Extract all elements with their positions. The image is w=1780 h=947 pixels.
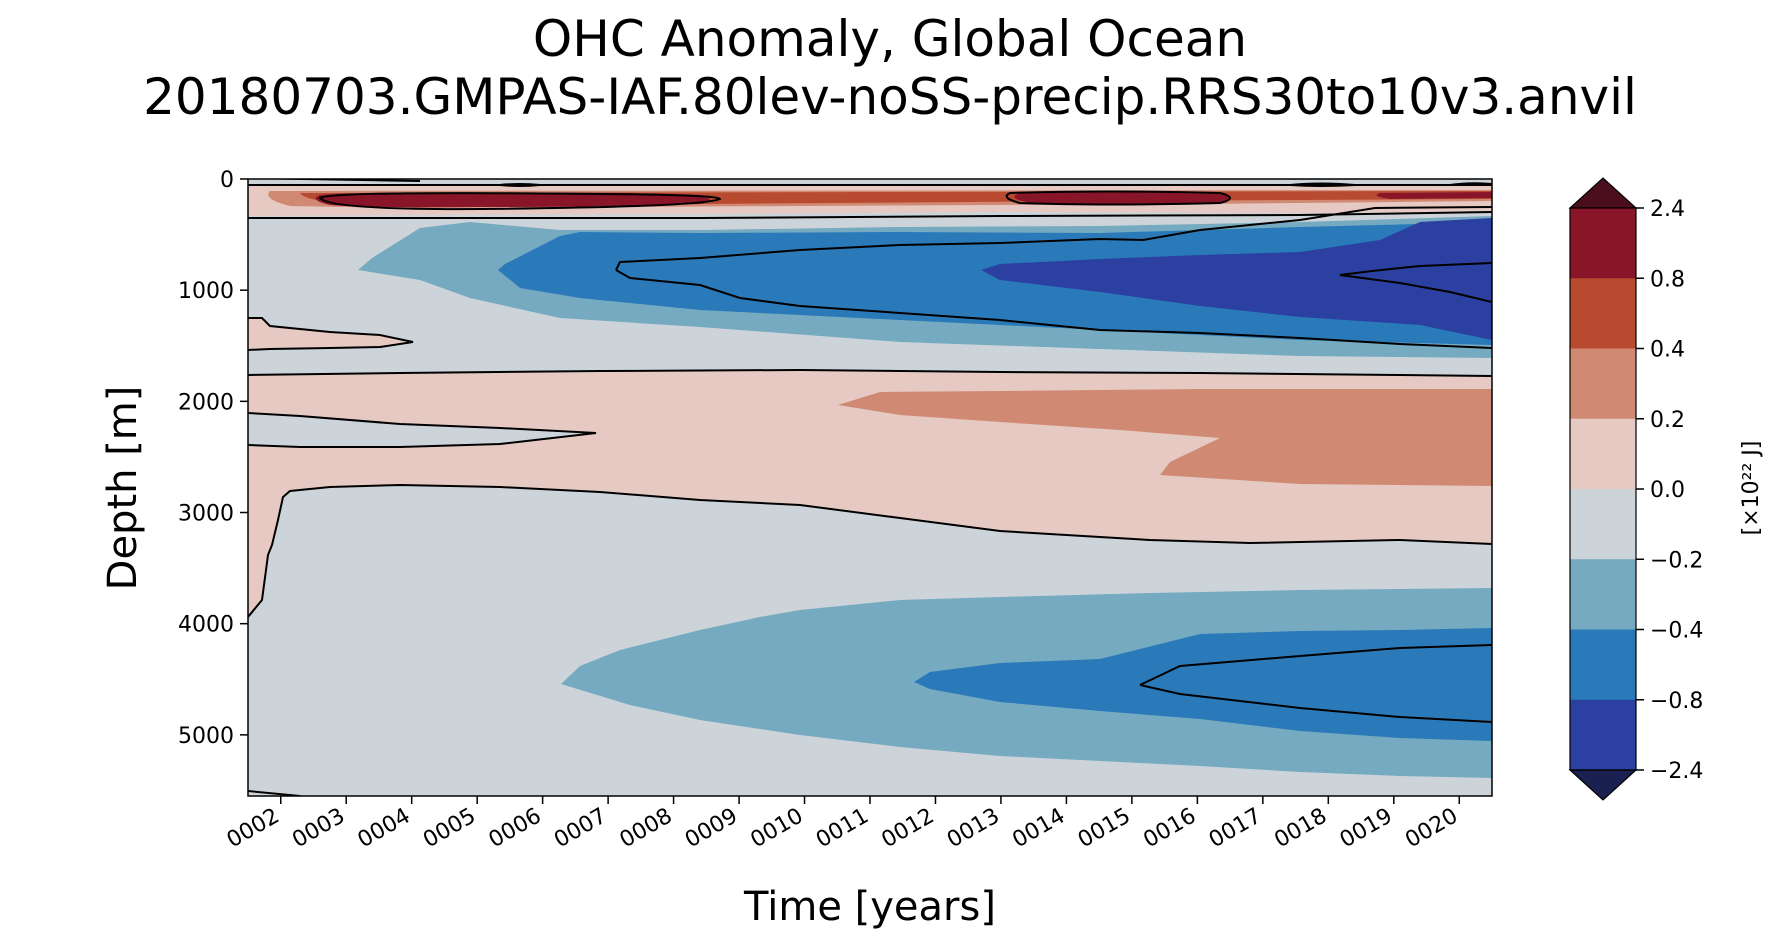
chart-title: OHC Anomaly, Global Ocean bbox=[532, 10, 1248, 68]
colorbar-tick-label: −0.8 bbox=[1650, 689, 1703, 714]
colorbar-segment bbox=[1570, 629, 1636, 701]
x-tick-label: 0017 bbox=[1205, 804, 1266, 854]
x-tick-label: 0020 bbox=[1401, 804, 1462, 854]
colorbar-segment bbox=[1570, 208, 1636, 279]
colorbar-tick-label: 0.4 bbox=[1650, 338, 1685, 363]
x-tick-label: 0006 bbox=[485, 804, 546, 854]
x-tick-label: 0008 bbox=[616, 804, 677, 854]
colorbar-extend-max bbox=[1568, 177, 1638, 209]
x-tick-label: 0003 bbox=[288, 804, 349, 854]
colorbar-label: [×10²² J] bbox=[1739, 441, 1764, 536]
y-tick-label: 4000 bbox=[178, 613, 234, 638]
colorbar-extend-min bbox=[1568, 769, 1638, 801]
y-tick-label: 3000 bbox=[178, 502, 234, 527]
colorbar-segment bbox=[1570, 278, 1636, 349]
region-neg0p8-neg0p4-upper bbox=[498, 222, 1492, 345]
region-neg2p4-neg0p8-upper bbox=[981, 218, 1492, 340]
region-0p0-0p2-tongue bbox=[248, 318, 413, 350]
y-tick-label: 5000 bbox=[178, 724, 234, 749]
x-axis-label: Time [years] bbox=[743, 884, 996, 930]
y-axis-label: Depth [m] bbox=[100, 386, 146, 591]
region-0p8-2p4-surface-c bbox=[1376, 192, 1492, 199]
x-tick-label: 0011 bbox=[812, 804, 873, 854]
x-tick-label: 0012 bbox=[877, 804, 938, 854]
y-tick-label: 1000 bbox=[178, 279, 234, 304]
x-tick-label: 0005 bbox=[419, 804, 480, 854]
x-tick-label: 0002 bbox=[223, 804, 284, 854]
colorbar-segment bbox=[1570, 699, 1636, 771]
x-tick-label: 0019 bbox=[1336, 804, 1397, 854]
colorbar-tick-label: −0.4 bbox=[1650, 619, 1703, 644]
colorbar-tick-label: −2.4 bbox=[1650, 759, 1703, 784]
colorbar-segment bbox=[1570, 559, 1636, 630]
x-tick-label: 0016 bbox=[1139, 804, 1200, 854]
x-axis-ticks: 0002 0003 0004 0005 0006 0007 0008 0009 0010 0011… bbox=[223, 796, 1462, 854]
region-0p8-2p4-surface bbox=[315, 192, 710, 208]
colorbar: 2.4 0.8 0.4 0.2 0.0 −0.2 −0.4 −0.8 −2.4 bbox=[1568, 177, 1703, 801]
y-tick-label: 0 bbox=[220, 168, 234, 193]
x-tick-label: 0018 bbox=[1270, 804, 1331, 854]
colorbar-tick-label: 0.2 bbox=[1650, 408, 1685, 433]
x-tick-label: 0007 bbox=[550, 804, 611, 854]
plot-area bbox=[248, 179, 1492, 796]
chart-subtitle: 20180703.GMPAS-IAF.80lev-noSS-precip.RRS… bbox=[143, 68, 1637, 126]
colorbar-segment bbox=[1570, 348, 1636, 420]
colorbar-tick-label: 0.8 bbox=[1650, 267, 1685, 292]
colorbar-tick-label: −0.2 bbox=[1650, 548, 1703, 573]
contour-lines bbox=[248, 179, 1492, 796]
region-0p2-0p4-middepth bbox=[838, 389, 1492, 486]
region-0p8-2p4-surface-b bbox=[1014, 192, 1230, 204]
colorbar-tick-label: 0.0 bbox=[1650, 478, 1685, 503]
colorbar-tick-label: 2.4 bbox=[1650, 197, 1685, 222]
region-neg0p2-0p0-tongue bbox=[248, 413, 596, 447]
colorbar-segment bbox=[1570, 418, 1636, 490]
x-tick-label: 0009 bbox=[681, 804, 742, 854]
colorbar-segment bbox=[1570, 489, 1636, 560]
y-axis-ticks: 0 1000 2000 3000 4000 5000 bbox=[178, 168, 248, 749]
y-tick-label: 2000 bbox=[178, 390, 234, 415]
x-tick-label: 0014 bbox=[1008, 804, 1069, 854]
x-tick-label: 0015 bbox=[1074, 804, 1135, 854]
x-tick-label: 0013 bbox=[943, 804, 1004, 854]
x-tick-label: 0010 bbox=[747, 804, 808, 854]
x-tick-label: 0004 bbox=[354, 804, 415, 854]
